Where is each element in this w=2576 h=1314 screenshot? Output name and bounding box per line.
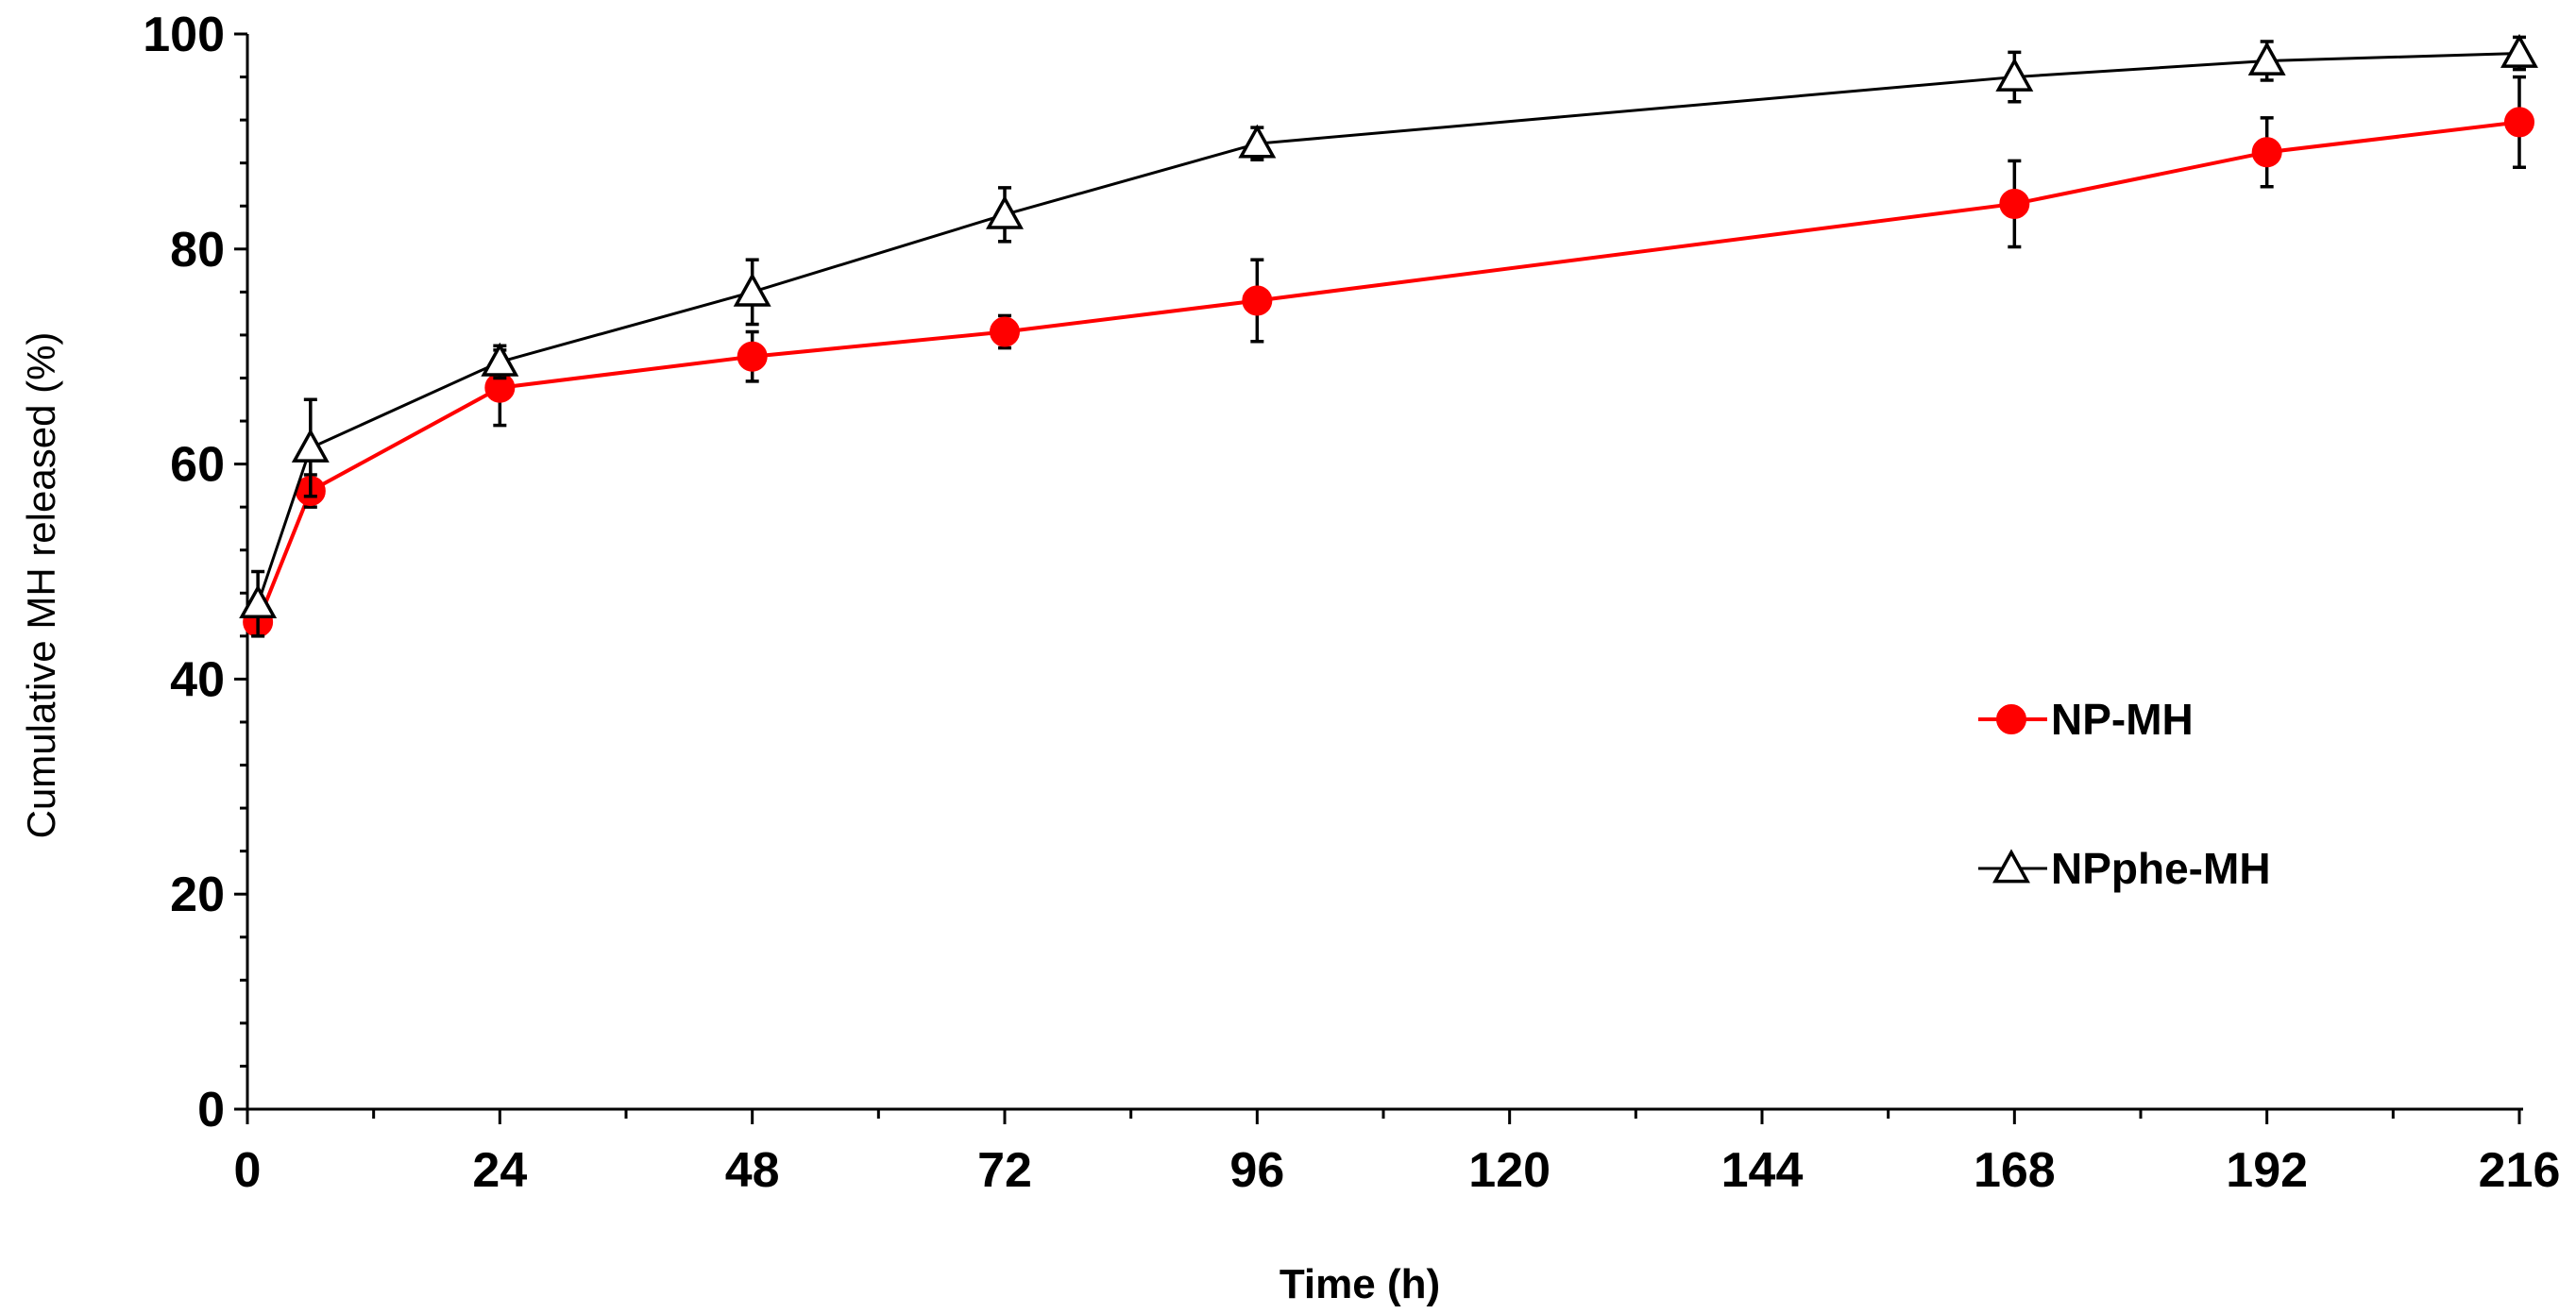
data-point (291, 428, 330, 463)
series-layer (239, 33, 2538, 638)
y-tick-label: 20 (170, 868, 225, 922)
y-tick-label: 40 (170, 652, 225, 707)
series-npphe-mh (239, 33, 2538, 638)
series-np-mh (243, 75, 2534, 638)
data-point (737, 341, 768, 372)
data-point (733, 272, 771, 307)
x-tick-label: 192 (2226, 1143, 2308, 1198)
axes: 0 20 40 60 80 100 0 24 48 72 96 120 144 168 192 216 (143, 8, 2560, 1198)
y-tick-label: 80 (170, 223, 225, 278)
data-point (1999, 188, 2030, 219)
legend: NP-MH NPphe-MH (1978, 695, 2271, 893)
data-point (1242, 285, 1273, 316)
x-tick-label: 216 (2479, 1143, 2561, 1198)
x-tick-label: 144 (1721, 1143, 1804, 1198)
data-point (2251, 137, 2282, 168)
legend-marker (1996, 704, 2026, 734)
y-tick-label: 100 (143, 8, 225, 62)
legend-item-np-mh: NP-MH (1978, 695, 2194, 744)
legend-marker (1992, 849, 2030, 884)
legend-item-npphe-mh: NPphe-MH (1978, 844, 2271, 893)
x-tick-label: 72 (977, 1143, 1032, 1198)
data-point (1995, 57, 2034, 92)
x-tick-label: 24 (472, 1143, 527, 1198)
y-tick-label: 60 (170, 438, 225, 493)
data-point (1238, 124, 1277, 159)
y-axis-title: Cumulative MH released (%) (19, 332, 63, 839)
data-point (990, 316, 1020, 347)
x-tick-label: 120 (1468, 1143, 1551, 1198)
series-line (256, 120, 2520, 623)
x-axis-title: Time (h) (1280, 1261, 1440, 1307)
data-point (2247, 41, 2286, 76)
data-point (239, 584, 278, 619)
x-tick-label: 0 (234, 1143, 262, 1198)
x-tick-label: 48 (725, 1143, 780, 1198)
series-line (256, 52, 2520, 605)
x-tick-label: 96 (1229, 1143, 1284, 1198)
data-point (481, 342, 519, 377)
legend-label: NP-MH (2051, 695, 2194, 744)
data-point (986, 194, 1024, 229)
x-tick-label: 168 (1974, 1143, 2056, 1198)
legend-label: NPphe-MH (2051, 844, 2271, 893)
data-point (2500, 33, 2538, 68)
data-point (2504, 107, 2534, 138)
y-tick-label: 0 (197, 1083, 225, 1137)
